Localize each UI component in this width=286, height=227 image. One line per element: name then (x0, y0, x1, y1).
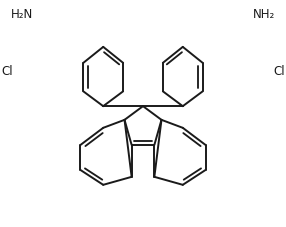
Text: NH₂: NH₂ (253, 8, 275, 21)
Text: Cl: Cl (273, 65, 285, 78)
Text: H₂N: H₂N (11, 8, 33, 21)
Text: Cl: Cl (1, 65, 13, 78)
